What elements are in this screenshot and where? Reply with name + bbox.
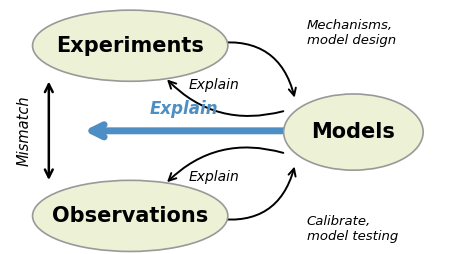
Text: Models: Models — [312, 122, 395, 142]
Ellipse shape — [33, 180, 228, 251]
Text: Mechanisms,
model design: Mechanisms, model design — [307, 19, 396, 47]
Text: Observations: Observations — [52, 206, 208, 226]
Text: Mismatch: Mismatch — [16, 96, 31, 166]
Ellipse shape — [33, 10, 228, 81]
Text: Explain: Explain — [149, 100, 218, 118]
Text: Explain: Explain — [188, 78, 239, 92]
Ellipse shape — [284, 94, 423, 170]
Text: Calibrate,
model testing: Calibrate, model testing — [307, 215, 398, 243]
Text: Experiments: Experiments — [56, 36, 204, 56]
Text: Explain: Explain — [188, 169, 239, 184]
